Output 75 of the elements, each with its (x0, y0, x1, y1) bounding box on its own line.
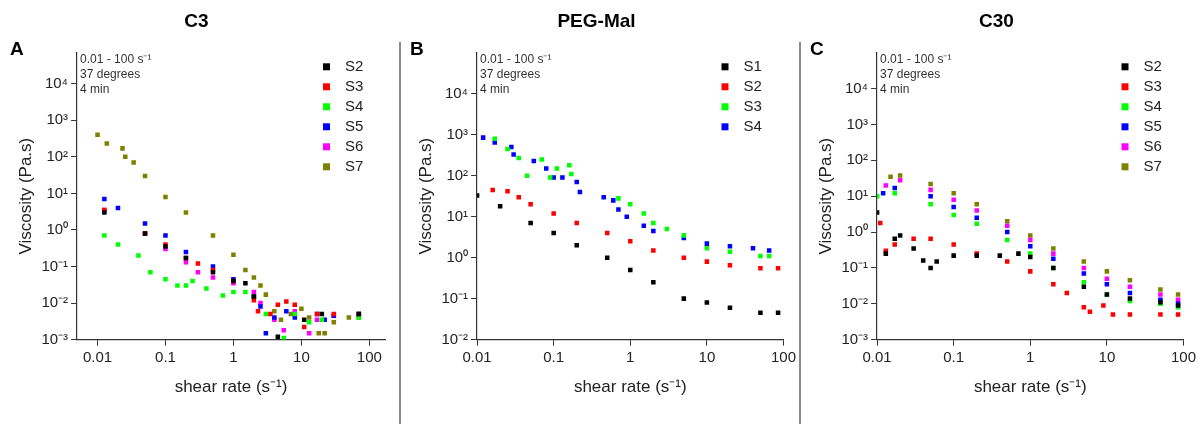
y-tick-label: 10² (846, 150, 869, 168)
legend-label: S6 (1143, 136, 1162, 154)
y-tick-label: 10⁰ (846, 222, 869, 240)
x-tick-label: 100 (770, 347, 796, 365)
y-axis-title: Viscosity (Pa.s) (15, 137, 35, 255)
legend-label: S3 (1143, 76, 1162, 94)
y-tick-label: 10⁻¹ (841, 258, 869, 276)
x-tick-label: 100 (1170, 347, 1196, 365)
x-tick-label: 0.01 (82, 347, 113, 365)
legend-label: S5 (1143, 116, 1162, 134)
y-tick-label: 10¹ (46, 183, 69, 201)
annotation: 4 min (880, 82, 910, 97)
y-tick-label: 10⁴ (444, 83, 469, 101)
x-tick-label: 0.1 (543, 347, 565, 365)
x-tick-label: 10 (1098, 347, 1116, 365)
legend-label: S4 (743, 116, 762, 134)
annotation: 37 degrees (80, 67, 141, 82)
y-tick-label: 10⁻³ (841, 329, 869, 347)
annotation: 4 min (480, 82, 510, 97)
annotation: 37 degrees (880, 67, 941, 82)
y-tick-label: 10⁻² (841, 293, 869, 311)
y-tick-label: 10³ (446, 124, 469, 142)
y-axis-title: Viscosity (Pa.s) (415, 137, 435, 255)
text: C (810, 37, 824, 59)
y-tick-label: 10⁴ (44, 73, 69, 91)
chart-title: C30 (979, 9, 1014, 31)
legend-label: S3 (345, 76, 364, 94)
y-tick-label: 10⁻¹ (41, 256, 69, 274)
legend-label: S2 (1143, 56, 1162, 74)
x-tick-label: 10 (293, 347, 310, 365)
y-tick-label: 10² (446, 165, 469, 183)
x-tick-label: 10 (698, 347, 716, 365)
annotation: 0.01 - 100 s⁻¹ (80, 52, 152, 67)
legend-label: S3 (743, 96, 762, 114)
y-axis-title: Viscosity (Pa.s) (815, 137, 835, 255)
x-tick-label: 0.1 (943, 347, 965, 365)
y-tick-label: 10⁻³ (41, 329, 69, 347)
legend-label: S7 (345, 156, 364, 174)
y-tick-label: 10³ (46, 110, 69, 128)
y-tick-label: 10⁻¹ (441, 288, 469, 306)
text: B (410, 37, 424, 59)
annotation: 0.01 - 100 s⁻¹ (880, 52, 952, 67)
legend-label: S1 (743, 56, 762, 74)
legend-label: S2 (345, 56, 364, 74)
y-tick-label: 10¹ (446, 206, 469, 224)
x-tick-label: 0.01 (462, 347, 492, 365)
x-tick-label: 100 (356, 347, 382, 365)
legend-label: S2 (743, 76, 762, 94)
x-tick-label: 0.1 (155, 347, 176, 365)
annotation: 0.01 - 100 s⁻¹ (480, 52, 552, 67)
y-tick-label: 10⁴ (844, 78, 869, 96)
x-axis-title: shear rate (s⁻¹) (174, 377, 288, 397)
y-tick-label: 10⁻² (41, 293, 69, 311)
y-tick-label: 10⁰ (446, 247, 469, 265)
x-tick-label: 0.01 (862, 347, 892, 365)
legend-label: S7 (1143, 156, 1162, 174)
legend-label: S4 (345, 96, 364, 114)
legend-label: S6 (345, 136, 364, 154)
y-tick-label: 10⁻² (441, 329, 469, 347)
annotation: 37 degrees (480, 67, 541, 82)
x-tick-label: 1 (1026, 347, 1035, 365)
annotation: 4 min (80, 82, 110, 97)
x-axis-title: shear rate (s⁻¹) (573, 377, 687, 397)
y-tick-label: 10² (46, 146, 69, 164)
chart-title: PEG-Mal (557, 9, 636, 31)
text: A (10, 37, 24, 59)
y-tick-label: 10¹ (846, 186, 869, 204)
y-tick-label: 10³ (846, 114, 869, 132)
y-tick-label: 10⁰ (46, 220, 69, 238)
x-tick-label: 1 (229, 347, 238, 365)
chart-title: C3 (184, 9, 209, 31)
legend-label: S5 (345, 116, 364, 134)
x-axis-title: shear rate (s⁻¹) (973, 377, 1087, 397)
legend-label: S4 (1143, 96, 1162, 114)
x-tick-label: 1 (626, 347, 635, 365)
